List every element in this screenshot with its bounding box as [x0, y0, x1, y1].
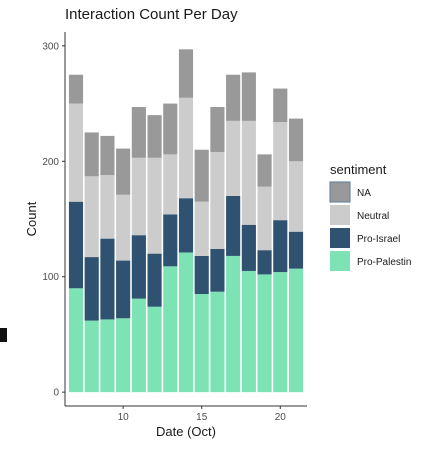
- bar-segment: [257, 186, 272, 251]
- bar-segment: [84, 132, 99, 177]
- bar-segment: [210, 249, 225, 292]
- bar-segment: [241, 224, 256, 271]
- bar-segment: [178, 97, 194, 199]
- bar-segment: [226, 195, 241, 256]
- bar-segment: [147, 157, 162, 254]
- bar-segment: [241, 270, 256, 393]
- bar-segment: [68, 201, 84, 289]
- bar-segment: [273, 272, 288, 393]
- bar-segment: [147, 306, 162, 393]
- y-tick-label: 100: [42, 272, 59, 283]
- bar-segment: [194, 294, 209, 393]
- bar-segment: [116, 148, 131, 195]
- bar-segment: [116, 194, 131, 261]
- left-edge-mark: [0, 328, 7, 342]
- bar-segment: [131, 298, 146, 393]
- bar-segment: [116, 318, 131, 393]
- bars-layer: [68, 49, 304, 393]
- legend-title: sentiment: [330, 162, 387, 177]
- legend-label: NA: [357, 188, 371, 199]
- bar-segment: [288, 161, 304, 232]
- bar-segment: [194, 149, 209, 202]
- bar-segment: [241, 120, 256, 225]
- x-axis-ticks: 10 15 20: [118, 406, 287, 423]
- bar-segment: [178, 252, 194, 393]
- bar-segment: [163, 103, 178, 155]
- legend-label: Neutral: [357, 211, 389, 222]
- bar-segment: [68, 74, 84, 104]
- x-tick-label: 20: [275, 412, 287, 423]
- bar-segment: [163, 214, 178, 267]
- legend: NA Neutral Pro-Israel Pro-Palestin: [329, 181, 411, 271]
- bar-segment: [273, 122, 288, 221]
- bar-segment: [288, 118, 304, 162]
- legend-swatch: [330, 228, 350, 248]
- y-tick-label: 200: [42, 157, 59, 168]
- bar-segment: [163, 154, 178, 215]
- bar-segment: [210, 107, 225, 153]
- chart-title: Interaction Count Per Day: [65, 6, 238, 23]
- bar-segment: [273, 88, 288, 123]
- bar-segment: [84, 257, 99, 321]
- legend-label: Pro-Israel: [357, 234, 400, 245]
- bar-segment: [147, 115, 162, 158]
- bar-segment: [178, 198, 194, 253]
- bar-segment: [257, 274, 272, 393]
- x-axis-title: Date (Oct): [156, 424, 216, 439]
- legend-swatch: [330, 205, 350, 225]
- legend-swatch: [329, 181, 351, 203]
- bar-segment: [178, 49, 194, 98]
- bar-segment: [194, 201, 209, 256]
- bar-segment: [257, 154, 272, 187]
- bar-segment: [163, 266, 178, 393]
- bar-segment: [288, 268, 304, 393]
- x-tick-label: 10: [118, 412, 130, 423]
- bar-segment: [116, 260, 131, 319]
- bar-segment: [241, 72, 256, 121]
- bar-segment: [226, 74, 241, 121]
- bar-segment: [194, 255, 209, 295]
- legend-swatch: [330, 251, 350, 271]
- x-tick-label: 15: [196, 412, 208, 423]
- bar-segment: [100, 319, 115, 393]
- bar-segment: [147, 253, 162, 307]
- bar-segment: [84, 320, 99, 393]
- y-axis-title: Count: [24, 201, 39, 236]
- bar-segment: [273, 220, 288, 273]
- bar-segment: [68, 288, 84, 393]
- bar-segment: [131, 107, 146, 158]
- bar-segment: [131, 235, 146, 299]
- bar-segment: [84, 176, 99, 258]
- bar-segment: [257, 250, 272, 275]
- bar-segment: [226, 255, 241, 393]
- bar-segment: [100, 175, 115, 239]
- bar-segment: [288, 231, 304, 269]
- y-axis-ticks: 0 100 200 300: [42, 41, 65, 399]
- bar-segment: [100, 238, 115, 320]
- y-tick-label: 300: [42, 41, 59, 52]
- legend-label: Pro-Palestin: [357, 257, 411, 268]
- bar-segment: [100, 135, 115, 176]
- bar-segment: [226, 120, 241, 196]
- bar-segment: [210, 291, 225, 393]
- bar-segment: [68, 103, 84, 202]
- bar-segment: [131, 157, 146, 236]
- bar-segment: [210, 152, 225, 250]
- y-tick-label: 0: [53, 388, 59, 399]
